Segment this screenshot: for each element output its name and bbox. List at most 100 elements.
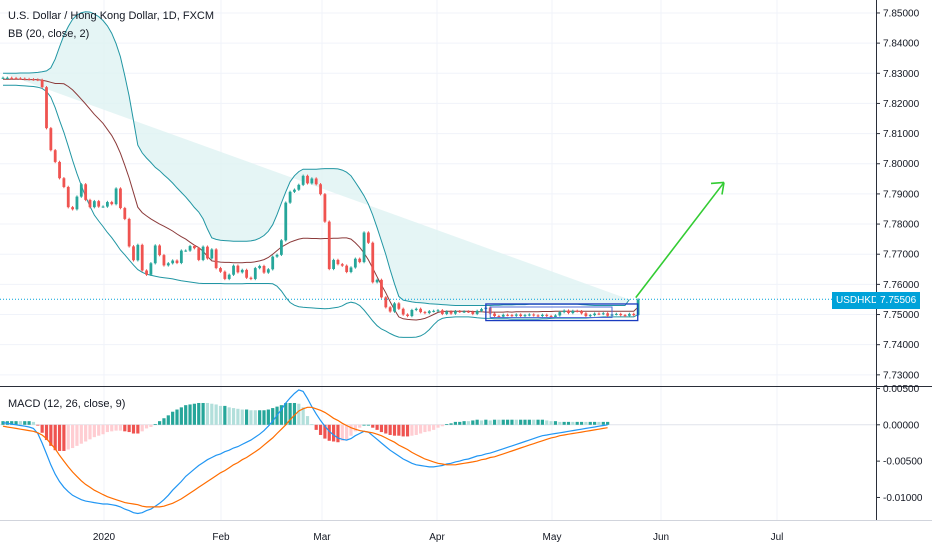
macd-hist-bar-29 (127, 424, 131, 433)
candle-body-138 (601, 313, 605, 315)
macd-hist-bar-74 (323, 424, 327, 439)
macd-hist-bar-45 (197, 402, 201, 425)
macd-hist-bar-101 (440, 424, 444, 427)
candle-body-70 (306, 175, 309, 184)
candle-body-54 (236, 265, 240, 273)
candle-body-136 (593, 313, 596, 316)
candle-body-101 (440, 310, 444, 314)
macd-hist-bar-42 (184, 405, 188, 425)
macd-hist-bar-96 (419, 424, 423, 434)
candle-body-16 (71, 207, 74, 210)
macd-hist-bar-139 (606, 421, 610, 425)
candle-body-42 (184, 250, 188, 252)
candle-body-85 (371, 242, 375, 283)
price-tick-label-12: 7.73000 (883, 370, 920, 381)
macd-hist-bar-92 (401, 424, 405, 437)
candle-body-139 (606, 313, 610, 316)
candle-body-78 (340, 264, 344, 266)
candle-body-82 (358, 258, 362, 263)
macd-hist-bar-82 (358, 424, 362, 428)
candle-body-103 (449, 311, 453, 314)
macd-hist-bar-90 (392, 424, 397, 436)
candle-body-29 (127, 218, 131, 247)
price-tick-label-7: 7.78000 (883, 220, 920, 231)
macd-hist-bar-10 (44, 424, 49, 441)
bb-lower-line (3, 84, 639, 338)
macd-hist-bar-97 (423, 424, 427, 433)
candle-body-58 (253, 268, 257, 279)
candle-body-66 (288, 191, 292, 203)
candle-body-5 (23, 78, 27, 80)
macd-hist-bar-107 (466, 421, 471, 425)
candle-body-132 (575, 310, 579, 312)
candle-body-26 (114, 188, 118, 205)
macd-hist-bar-12 (53, 424, 57, 451)
candle-body-39 (171, 260, 175, 264)
candle-body-28 (123, 208, 127, 219)
candle-body-32 (140, 244, 144, 271)
macd-hist-bar-21 (92, 424, 96, 438)
macd-hist-bar-120 (523, 419, 527, 425)
candle-body-142 (619, 313, 623, 316)
candle-body-37 (162, 255, 166, 266)
price-tick-label-1: 7.84000 (883, 39, 920, 50)
macd-hist-bar-88 (384, 424, 388, 434)
macd-hist-bar-23 (101, 424, 105, 435)
candle-body-75 (327, 221, 331, 269)
macd-hist-bar-113 (492, 419, 497, 425)
candle-body-120 (523, 315, 527, 317)
macd-hist-bar-106 (462, 421, 466, 425)
price-tick-label-5: 7.80000 (883, 159, 920, 170)
candle-body-64 (280, 240, 283, 255)
candle-body-81 (353, 258, 357, 268)
candle-body-137 (597, 313, 601, 315)
macd-hist-bar-62 (271, 408, 275, 425)
time-tick-label-1: Feb (212, 532, 230, 543)
macd-hist-bar-38 (166, 415, 170, 425)
candle-body-126 (549, 316, 553, 318)
candle-body-86 (375, 279, 379, 283)
macd-hist-bar-127 (553, 421, 558, 425)
candle-body-68 (297, 184, 301, 190)
candle-body-95 (414, 308, 418, 311)
price-tick-label-6: 7.79000 (883, 189, 920, 200)
candle-body-130 (567, 310, 570, 314)
candle-body-67 (293, 189, 296, 192)
macd-hist-bar-80 (349, 424, 353, 436)
candle-body-13 (58, 161, 61, 179)
macd-hist-bar-131 (571, 421, 575, 425)
macd-hist-bar-138 (601, 421, 605, 425)
candle-body-53 (232, 265, 235, 275)
candle-body-92 (401, 308, 405, 315)
macd-hist-bar-91 (397, 424, 401, 436)
candle-body-45 (197, 248, 201, 260)
macd-hist-bar-117 (510, 419, 514, 425)
macd-hist-bar-104 (453, 421, 457, 425)
macd-hist-bar-95 (414, 424, 418, 435)
macd-hist-bar-84 (366, 424, 370, 426)
macd-hist-bar-15 (66, 424, 70, 450)
candle-body-50 (219, 268, 222, 272)
candle-body-60 (262, 265, 266, 273)
macd-hist-bar-16 (71, 424, 75, 449)
macd-hist-bar-52 (227, 407, 231, 425)
macd-hist-bar-27 (118, 424, 123, 431)
candle-body-20 (88, 199, 92, 208)
candle-body-7 (32, 79, 35, 81)
macd-hist-bar-7 (31, 421, 36, 425)
macd-hist-bar-69 (301, 407, 305, 425)
macd-hist-bar-119 (519, 419, 523, 425)
candle-body-36 (158, 245, 161, 256)
macd-hist-bar-56 (245, 409, 249, 425)
macd-hist-bar-130 (566, 421, 571, 425)
candle-body-62 (271, 256, 275, 270)
macd-hist-bar-135 (588, 421, 592, 425)
candle-body-114 (497, 316, 501, 318)
macd-hist-bar-85 (371, 424, 375, 428)
macd-tick-label-1: 0.00000 (883, 420, 920, 431)
candle-body-90 (393, 303, 396, 312)
candle-body-121 (527, 314, 531, 316)
candle-body-40 (175, 260, 179, 263)
macd-hist-bar-123 (536, 419, 540, 425)
macd-tick-label-3: -0.01000 (883, 493, 923, 504)
